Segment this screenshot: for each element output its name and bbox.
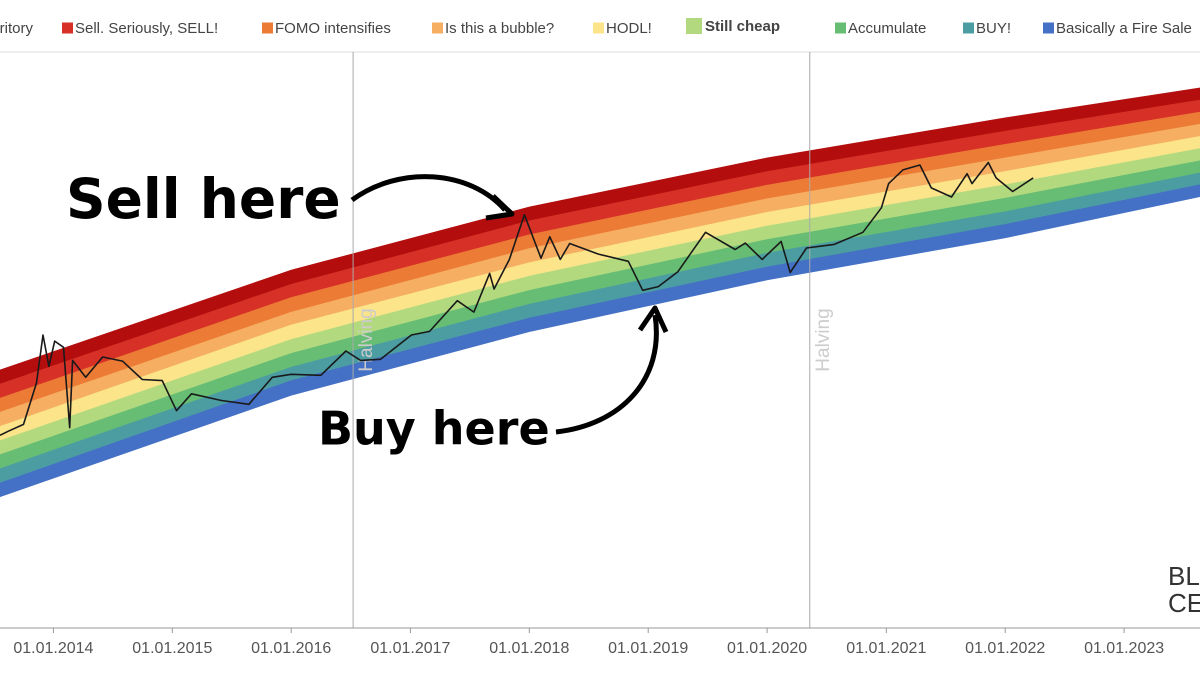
x-tick-label: 01.01.2016 bbox=[251, 640, 331, 657]
legend: ritory Sell. Seriously, SELL! FOMO intensi… bbox=[0, 18, 1192, 37]
band bbox=[0, 184, 1200, 498]
legend-swatch bbox=[963, 22, 974, 34]
x-tick-label: 01.01.2020 bbox=[727, 640, 807, 657]
legend-label: FOMO intensifies bbox=[275, 20, 391, 37]
watermark: CE bbox=[1168, 588, 1200, 618]
x-tick-label: 01.01.2019 bbox=[608, 640, 688, 657]
legend-swatch bbox=[686, 18, 702, 34]
arrow bbox=[555, 314, 659, 435]
legend-label: HODL! bbox=[606, 20, 652, 37]
arrow-head bbox=[637, 305, 669, 334]
halving-lines: Halving Halving bbox=[352, 52, 834, 628]
legend-swatch bbox=[593, 22, 604, 34]
price-layer bbox=[0, 161, 1034, 437]
legend-label: Basically a Fire Sale bbox=[1056, 20, 1192, 37]
halving-label: Halving bbox=[356, 308, 377, 371]
legend-swatch bbox=[262, 22, 273, 34]
legend-swatch bbox=[432, 22, 443, 34]
price-line bbox=[0, 161, 1034, 437]
halving-label: Halving bbox=[813, 308, 834, 371]
x-tick-label: 01.01.2018 bbox=[489, 640, 569, 657]
x-tick-label: 01.01.2015 bbox=[132, 640, 212, 657]
x-tick-label: 01.01.2022 bbox=[965, 640, 1045, 657]
x-tick-label: 01.01.2017 bbox=[370, 640, 450, 657]
legend-swatch bbox=[835, 22, 846, 34]
callout: Buy here bbox=[318, 402, 550, 456]
legend-label: BUY! bbox=[976, 20, 1011, 37]
legend-label: Still cheap bbox=[705, 18, 780, 35]
legend-swatch bbox=[62, 22, 73, 34]
x-ticks: 01.01.2014 01.01.2015 01.01.2016 01.01.2017… bbox=[13, 628, 1164, 657]
bands bbox=[0, 87, 1200, 498]
x-tick-label: 01.01.2021 bbox=[846, 640, 926, 657]
x-tick-label: 01.01.2014 bbox=[13, 640, 93, 657]
legend-label: ritory bbox=[0, 20, 33, 37]
watermark: BL bbox=[1168, 561, 1200, 591]
arrow bbox=[350, 174, 507, 212]
arrow-head bbox=[485, 194, 515, 221]
callout: Sell here bbox=[66, 167, 341, 231]
x-tick-label: 01.01.2023 bbox=[1084, 640, 1164, 657]
legend-label: Accumulate bbox=[848, 20, 926, 37]
legend-label: Sell. Seriously, SELL! bbox=[75, 20, 218, 37]
legend-label: Is this a bubble? bbox=[445, 20, 554, 37]
legend-swatch bbox=[1043, 22, 1054, 34]
